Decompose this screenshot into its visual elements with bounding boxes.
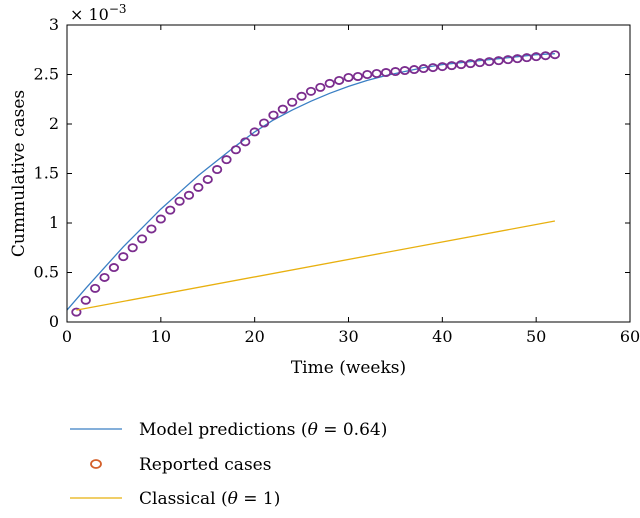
data-point [277,104,288,114]
y-tick-label: 0.5 [34,263,59,282]
data-point [380,68,392,78]
data-point [484,57,495,67]
x-tick-label: 60 [620,327,640,346]
x-tick-label: 20 [244,327,264,346]
data-point [202,174,213,184]
data-point [90,283,101,293]
data-point [305,86,317,96]
data-point [99,272,110,282]
data-point [146,224,157,234]
legend-label: Model predictions (θ = 0.64) [139,420,387,440]
data-point [362,70,373,80]
legend-label-prefix: Reported cases [139,455,271,475]
x-axis-label: Time (weeks) [291,358,406,378]
data-point [334,75,345,85]
series-line-2 [76,220,556,311]
data-point [540,51,551,61]
data-point [230,145,241,155]
data-point [221,155,232,165]
data-point [549,50,561,60]
axes-layer [66,24,631,323]
data-point [136,234,148,244]
data-point [183,190,195,200]
legend-label-theta: θ [228,489,238,509]
y-tick-label: 2.5 [34,65,59,84]
legend-label-prefix: Model predictions ( [139,420,308,440]
data-point [315,82,326,92]
data-point [390,67,401,77]
data-point [502,55,514,65]
data-point [155,214,166,224]
data-point [240,137,251,147]
data-point [296,91,307,101]
data-point [446,61,457,71]
data-point [352,71,363,81]
data-point [174,196,185,206]
data-point [127,243,138,253]
x-tick-label: 50 [526,327,546,346]
y-tick-label: 1.5 [34,164,59,183]
series-layer [66,50,561,317]
data-point [324,78,335,88]
data-point [371,69,382,79]
legend-swatch-marker [90,459,102,469]
y-multiplier-exponent: −3 [109,2,127,16]
data-point [427,63,439,73]
data-point [193,182,204,192]
y-tick-label: 2 [49,114,59,133]
x-tick-label: 40 [432,327,452,346]
data-point [465,59,476,69]
legend-label: Classical (θ = 1) [139,489,280,509]
data-point [455,60,467,70]
data-point [268,110,279,120]
data-point [531,52,542,62]
data-point [165,205,176,215]
data-point [343,72,354,82]
data-point [512,54,523,64]
data-point [474,58,485,68]
data-point [409,65,420,75]
data-point [71,307,82,317]
x-tick-label: 10 [151,327,171,346]
y-tick-label: 0 [49,312,59,331]
y-tick-label: 1 [49,213,59,232]
data-point [249,127,260,137]
y-multiplier-label: × 10−3 [70,2,127,24]
text-layer: 0 10 20 30 40 50 60 0 0.5 1 1.5 2 2.5 3 × 10−3 Time (we… [9,2,640,378]
x-tick-label: 0 [62,327,72,346]
legend-label: Reported cases [139,455,271,475]
legend: Model predictions (θ = 0.64)Reported cas… [70,420,387,509]
data-point [287,97,298,107]
y-axis-label: Cummulative cases [9,90,29,257]
series-line-0 [66,53,555,311]
data-point [437,62,448,72]
data-point [108,263,120,273]
y-tick-label: 3 [49,15,59,34]
data-point [80,295,91,305]
data-point [493,56,504,66]
data-point [212,165,223,175]
x-tick-label: 30 [338,327,358,346]
data-point [399,66,410,76]
plot-frame [66,24,631,323]
legend-label-suffix: = 0.64) [318,420,388,440]
legend-label-suffix: = 1) [238,489,281,509]
legend-label-prefix: Classical ( [139,489,228,509]
data-point [258,118,270,128]
legend-label-theta: θ [308,420,318,440]
data-point [521,53,532,63]
data-point [118,252,129,262]
data-point [418,64,429,74]
